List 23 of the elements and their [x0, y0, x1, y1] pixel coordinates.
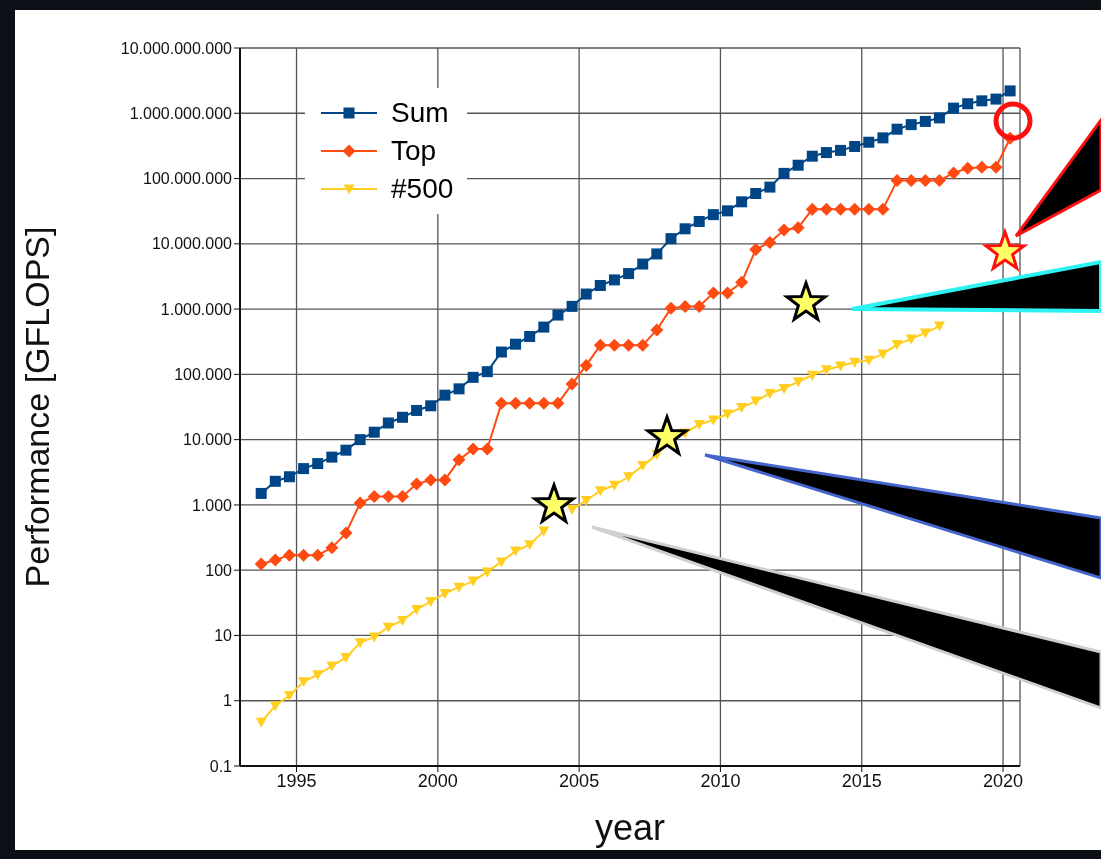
y-tick-label: 1	[223, 692, 233, 710]
y-tick-label: 1.000.000	[160, 300, 233, 318]
y-axis-title: Performance [GFLOPS]	[18, 226, 57, 588]
y-tick-label: 10.000.000.000	[120, 39, 233, 57]
x-axis-title: year	[594, 807, 666, 848]
y-tick-label: 10.000	[183, 431, 233, 449]
legend-label: Top	[391, 135, 437, 167]
x-tick-label: 2010	[700, 770, 741, 791]
y-tick-label: 1.000	[191, 496, 233, 514]
y-tick-label: 0.1	[209, 757, 233, 775]
x-tick-label: 1995	[276, 770, 317, 791]
y-tick-label: 100.000.000	[143, 170, 233, 188]
y-tick-label: 100.000	[174, 366, 233, 384]
y-tick-label: 10	[214, 627, 233, 645]
x-tick-label: 2000	[417, 770, 458, 791]
y-tick-label: 1.000.000.000	[129, 104, 233, 122]
legend-label: #500	[391, 173, 454, 205]
legend-label: Sum	[391, 97, 449, 129]
x-tick-label: 2015	[841, 770, 882, 791]
y-tick-label: 100	[205, 561, 233, 579]
x-tick-label: 2020	[983, 770, 1024, 791]
x-tick-label: 2005	[559, 770, 600, 791]
y-tick-label: 10.000.000	[151, 235, 233, 253]
